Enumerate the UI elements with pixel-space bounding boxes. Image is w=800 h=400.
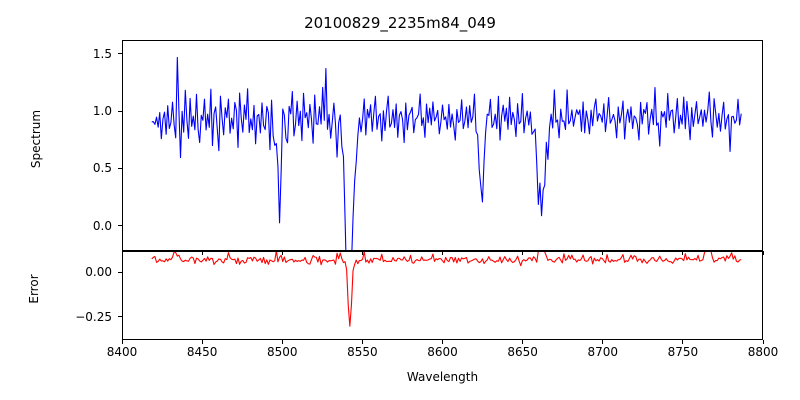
- tick-mark: [762, 340, 764, 344]
- y-tick: −0.25: [52, 310, 112, 324]
- tick-mark: [281, 251, 283, 255]
- error-line: [152, 252, 741, 326]
- tick-mark: [201, 251, 203, 255]
- tick-mark: [442, 251, 444, 255]
- tick-mark: [121, 340, 123, 344]
- y-tick-label: 0.00: [85, 265, 112, 280]
- tick-mark: [118, 271, 122, 273]
- figure-title: 20100829_2235m84_049: [304, 14, 496, 32]
- tick-mark: [361, 340, 363, 344]
- x-tick-label: 8700: [587, 345, 619, 359]
- y-tick: 0.0: [52, 219, 112, 233]
- x-tick-label: 8400: [106, 345, 138, 359]
- tick-mark: [682, 251, 684, 255]
- x-tick-label: 8450: [186, 345, 218, 359]
- spectrum-plot-area: [123, 41, 762, 250]
- tick-mark: [121, 251, 123, 255]
- tick-mark: [118, 53, 122, 55]
- tick-mark: [682, 340, 684, 344]
- y-tick: 0.5: [52, 161, 112, 175]
- tick-mark: [442, 340, 444, 344]
- tick-mark: [762, 251, 764, 255]
- x-tick-label: 8600: [427, 345, 458, 359]
- error-plot-area: [123, 252, 762, 339]
- spectrum-axes: [122, 40, 763, 251]
- x-tick-label: 8550: [347, 345, 378, 359]
- y-axis-label-spectrum: Spectrum: [29, 109, 43, 169]
- x-tick-label: 8800: [747, 345, 779, 359]
- tick-mark: [118, 167, 122, 170]
- y-tick-label: 0.5: [92, 161, 112, 176]
- tick-mark: [602, 251, 604, 255]
- tick-mark: [522, 340, 524, 344]
- y-axis-label-error: Error: [27, 274, 41, 304]
- x-axis-label: Wavelength: [406, 370, 479, 384]
- y-tick: 1.5: [52, 47, 112, 61]
- y-tick-label: 0.0: [92, 218, 112, 233]
- spectrum-line: [152, 57, 741, 250]
- y-tick-label: 1.5: [92, 46, 112, 61]
- y-tick: 0.00: [52, 265, 112, 279]
- x-tick-label: 8650: [507, 345, 538, 359]
- y-tick: 1.0: [52, 104, 112, 118]
- tick-mark: [118, 110, 122, 112]
- tick-mark: [361, 251, 363, 255]
- tick-mark: [201, 340, 203, 344]
- y-tick-label: −0.25: [75, 309, 112, 324]
- tick-mark: [118, 225, 122, 227]
- tick-mark: [602, 340, 604, 344]
- tick-mark: [522, 251, 524, 255]
- tick-mark: [281, 340, 283, 344]
- x-tick-label: 8500: [266, 345, 298, 359]
- error-axes: [122, 251, 763, 340]
- x-tick-label: 8750: [667, 345, 699, 359]
- y-tick-label: 1.0: [92, 104, 112, 119]
- tick-mark: [118, 316, 122, 318]
